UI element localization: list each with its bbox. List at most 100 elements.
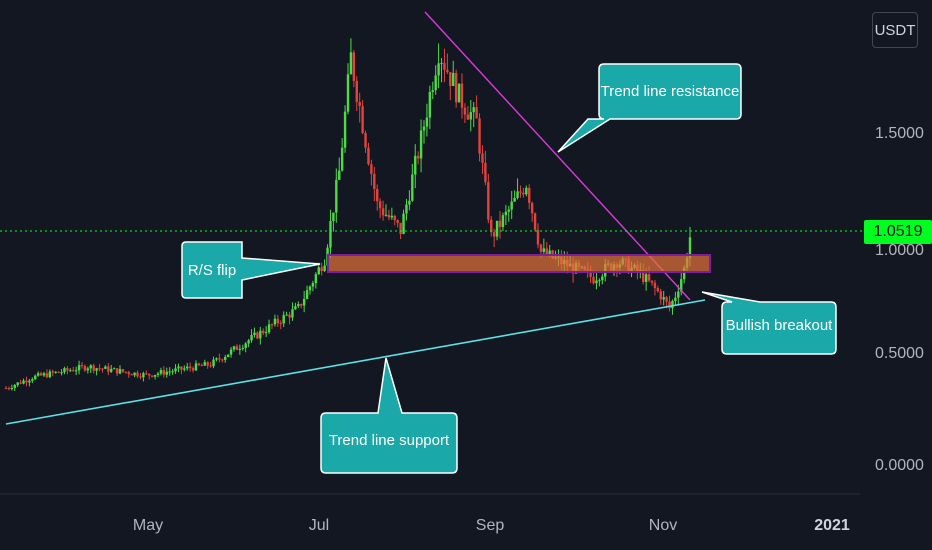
- candle-body: [48, 371, 52, 378]
- candle-body: [452, 73, 455, 86]
- candle-body: [352, 52, 356, 81]
- candle-body: [209, 365, 212, 367]
- candle-body: [250, 335, 253, 341]
- candle-body: [650, 280, 654, 283]
- candle-body: [490, 219, 493, 233]
- callout-label: Trend line resistance: [601, 83, 740, 100]
- candle-body: [343, 111, 347, 148]
- candle-body: [291, 309, 294, 318]
- candle-body: [153, 374, 157, 377]
- candle-body: [665, 297, 668, 302]
- candle-body: [136, 372, 139, 377]
- candle-body: [320, 267, 323, 271]
- candle-body: [297, 303, 300, 307]
- candle-body: [522, 192, 525, 195]
- candle-body: [104, 366, 107, 369]
- candle-body: [63, 368, 66, 373]
- candle-body: [159, 370, 163, 374]
- candle-body: [329, 221, 332, 248]
- rs-flip-zone[interactable]: [327, 254, 711, 273]
- candle-body: [361, 105, 364, 134]
- candle-body: [276, 318, 280, 324]
- y-tick-label: 1.5000: [875, 125, 924, 142]
- candle-body: [66, 368, 69, 371]
- candle-body: [10, 388, 14, 390]
- callout-trend-support[interactable]: Trend line support: [320, 357, 458, 474]
- y-tick-label: 0.5000: [875, 345, 924, 362]
- x-tick-label: May: [133, 517, 163, 534]
- trend-line-support[interactable]: [5, 299, 706, 425]
- y-tick-label: 0.0000: [875, 457, 924, 474]
- candle-body: [355, 80, 358, 102]
- candle-body: [294, 306, 297, 310]
- candle-body: [77, 365, 81, 371]
- candle-body: [107, 366, 110, 372]
- candle-body: [177, 366, 180, 369]
- candle-body: [492, 232, 496, 237]
- candle-body: [656, 288, 660, 292]
- candle-body: [139, 376, 142, 378]
- candle-body: [308, 286, 312, 291]
- candle-body: [411, 174, 414, 201]
- callout-bullish-breakout[interactable]: Bullish breakout: [701, 291, 837, 355]
- candle-body: [390, 215, 394, 218]
- candle-body: [507, 209, 510, 212]
- candle-body: [548, 250, 551, 255]
- candle-body: [235, 346, 239, 350]
- candle-body: [4, 388, 8, 390]
- candle-body: [285, 314, 288, 316]
- candle-body: [165, 371, 168, 375]
- candle-body: [28, 380, 31, 383]
- candle-body: [434, 75, 437, 91]
- candle-body: [647, 274, 651, 281]
- y-axis: 1.5000 1.0000 0.5000 0.0000: [875, 125, 924, 474]
- candle-body: [338, 170, 341, 180]
- candle-body: [595, 280, 598, 284]
- candle-body: [533, 213, 537, 230]
- candle-body: [19, 382, 22, 384]
- candle-body: [381, 208, 385, 216]
- candle-body: [112, 368, 116, 370]
- candle-body: [183, 368, 186, 370]
- candle-body: [516, 191, 519, 198]
- candle-body: [399, 222, 402, 234]
- candle-body: [528, 187, 531, 203]
- candle-body: [215, 358, 218, 360]
- callout-trend-resistance[interactable]: Trend line resistance: [557, 63, 742, 153]
- candle-body: [110, 368, 113, 372]
- currency-button[interactable]: USDT: [872, 12, 918, 48]
- last-price-label: 1.0519: [864, 220, 932, 244]
- candle-body: [367, 147, 370, 165]
- candle-body: [373, 173, 376, 190]
- candle-body: [186, 366, 189, 369]
- candle-body: [130, 374, 133, 376]
- candle-body: [475, 107, 478, 119]
- candle-body: [510, 201, 513, 210]
- callout-rs-flip[interactable]: R/S flip: [181, 241, 321, 299]
- candle-body: [487, 182, 490, 220]
- candle-body: [168, 371, 171, 373]
- candle-body: [206, 362, 209, 366]
- candle-body: [425, 117, 429, 127]
- candle-body: [317, 267, 320, 275]
- candle-body: [39, 373, 43, 376]
- candle-body: [484, 162, 487, 183]
- candle-body: [13, 385, 16, 389]
- candle-body: [121, 369, 125, 372]
- candle-body: [262, 330, 265, 333]
- trend-line-resistance[interactable]: [424, 11, 691, 301]
- candle-body: [25, 380, 28, 383]
- y-tick-label: 1.0000: [875, 242, 924, 259]
- candle-body: [370, 164, 373, 174]
- candle-body: [95, 368, 98, 371]
- x-tick-label: Sep: [476, 517, 505, 534]
- candle-body: [162, 370, 166, 375]
- candle-body: [224, 356, 227, 361]
- candle-body: [45, 373, 49, 378]
- candle-body: [142, 373, 145, 378]
- candle-body: [247, 340, 250, 344]
- candle-body: [127, 372, 130, 375]
- candle-body: [358, 101, 361, 106]
- candle-body: [601, 276, 604, 281]
